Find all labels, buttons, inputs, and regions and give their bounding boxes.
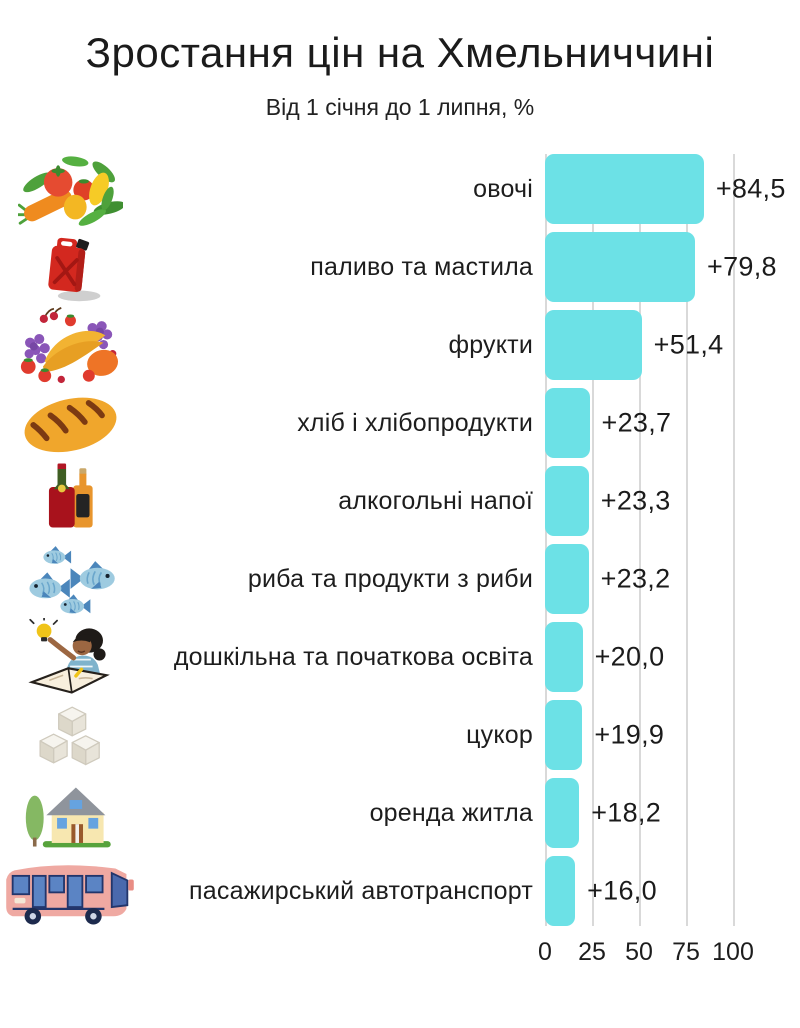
value-label: +18,2: [591, 797, 662, 828]
category-icon-cell: [0, 852, 140, 930]
x-axis: 0 25 50 75 100: [0, 930, 800, 972]
vegetables-icon: [17, 156, 123, 226]
bar: [545, 388, 590, 458]
category-icon-cell: [0, 306, 140, 384]
bar-chart: овочі +84,5 паливо та мастила +79,8: [0, 150, 800, 972]
sugar-cubes-icon: [38, 706, 100, 766]
x-tick-50: 50: [625, 938, 653, 966]
category-label: пасажирський автотранспорт: [189, 876, 533, 905]
gridline-25: [592, 154, 594, 926]
x-tick-75: 75: [672, 938, 700, 966]
bus-icon: [6, 865, 134, 925]
chart-row: цукор +19,9: [0, 696, 800, 774]
category-icon-cell: [0, 696, 140, 774]
gridline-75: [686, 154, 688, 926]
category-icon-cell: [0, 540, 140, 618]
bar-cell: +51,4: [545, 310, 800, 380]
gridline-50: [639, 154, 641, 926]
category-label: паливо та мастила: [310, 252, 533, 281]
category-label: фрукти: [448, 330, 533, 359]
plot-area: овочі +84,5 паливо та мастила +79,8: [0, 150, 800, 930]
value-label: +16,0: [587, 875, 657, 906]
bar: [545, 232, 696, 302]
x-tick-0: 0: [538, 938, 552, 966]
house-icon: [25, 787, 111, 848]
gridline-0: [545, 154, 547, 926]
value-label: +20,0: [594, 641, 665, 672]
category-label: цукор: [466, 720, 533, 749]
chart-row: оренда житла +18,2: [0, 774, 800, 852]
category-icon-cell: [0, 462, 140, 540]
bar: [545, 778, 580, 848]
value-label: +23,3: [600, 485, 671, 516]
fish-icon: [29, 546, 115, 614]
value-label: +79,8: [707, 251, 777, 282]
bar: [545, 700, 583, 770]
value-label: +19,9: [594, 719, 665, 750]
chart-row: хліб і хлібопродукти +23,7: [0, 384, 800, 462]
bar: [545, 544, 589, 614]
x-tick-100: 100: [712, 938, 754, 966]
category-icon-cell: [0, 150, 140, 228]
bar-cell: +79,8: [545, 232, 800, 302]
chart-row: пасажирський автотранспорт +16,0: [0, 852, 800, 930]
category-label: хліб і хлібопродукти: [297, 408, 533, 437]
bar-cell: +19,9: [545, 700, 800, 770]
bar-cell: +84,5: [545, 154, 800, 224]
education-icon: [27, 618, 110, 694]
fruits-icon: [20, 306, 119, 384]
category-icon-cell: [0, 618, 140, 696]
gridline-100: [733, 154, 735, 926]
chart-row: алкогольні напої +23,3: [0, 462, 800, 540]
bar: [545, 622, 583, 692]
bar: [545, 466, 589, 536]
chart-row: фрукти +51,4: [0, 306, 800, 384]
fuel-canister-icon: [48, 237, 101, 302]
category-label: риба та продукти з риби: [247, 564, 533, 593]
category-label: дошкільна та початкова освіта: [173, 642, 533, 671]
chart-row: дошкільна та початкова освіта +20,0: [0, 618, 800, 696]
bar-cell: +23,7: [545, 388, 800, 458]
chart-row: риба та продукти з риби +23,2: [0, 540, 800, 618]
chart-row: паливо та мастила +79,8: [0, 228, 800, 306]
value-label: +51,4: [653, 329, 724, 360]
bar-cell: +23,2: [545, 544, 800, 614]
category-icon-cell: [0, 384, 140, 462]
value-label: +84,5: [715, 173, 786, 204]
category-icon-cell: [0, 774, 140, 852]
value-label: +23,7: [601, 407, 672, 438]
x-tick-25: 25: [578, 938, 606, 966]
bar: [545, 154, 704, 224]
bread-icon: [24, 397, 116, 453]
bar: [545, 310, 642, 380]
bar-cell: +20,0: [545, 622, 800, 692]
bar: [545, 856, 576, 926]
alcohol-bottles-icon: [48, 463, 93, 528]
category-icon-cell: [0, 228, 140, 306]
category-label: алкогольні напої: [338, 486, 533, 515]
bar-cell: +16,0: [545, 856, 800, 926]
infographic: Зростання цін на Хмельниччині Від 1 січн…: [0, 28, 800, 1028]
chart-subtitle: Від 1 січня до 1 липня, %: [265, 94, 535, 120]
category-label: оренда житла: [369, 798, 533, 827]
bar-cell: +23,3: [545, 466, 800, 536]
category-label: овочі: [473, 174, 533, 203]
value-label: +23,2: [600, 563, 671, 594]
bar-cell: +18,2: [545, 778, 800, 848]
chart-row: овочі +84,5: [0, 150, 800, 228]
chart-title: Зростання цін на Хмельниччині: [85, 29, 715, 76]
